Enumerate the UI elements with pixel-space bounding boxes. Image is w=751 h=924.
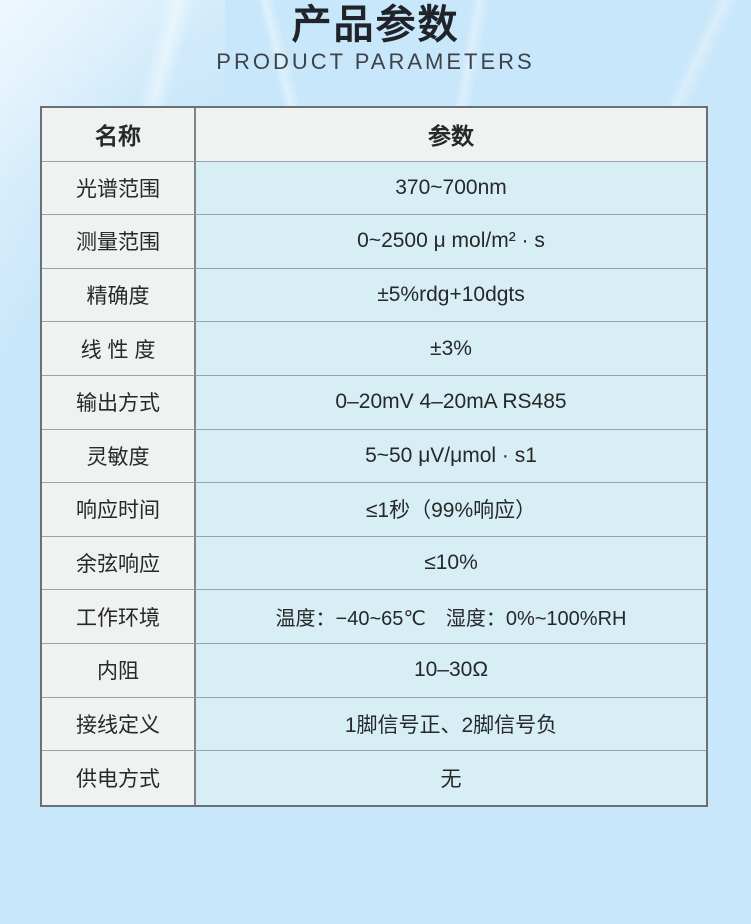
- row-label-output-mode: 输出方式: [42, 375, 196, 430]
- row-value-working-environment: 温度：−40~65℃ 湿度：0%~100%RH: [196, 590, 706, 644]
- page-header: 产品参数 PRODUCT PARAMETERS: [0, 0, 751, 74]
- column-header-name: 名称: [42, 108, 196, 162]
- row-label-linearity: 线 性 度: [42, 322, 196, 376]
- row-value-spectral-range: 370~700nm: [196, 161, 706, 216]
- row-label-power-supply: 供电方式: [42, 751, 196, 805]
- row-value-cosine-response: ≤10%: [196, 536, 706, 591]
- row-label-measurement-range: 测量范围: [42, 215, 196, 269]
- row-label-working-environment: 工作环境: [42, 590, 196, 644]
- row-value-measurement-range: 0~2500 μ mol/m² · s: [196, 215, 706, 269]
- page-subtitle: PRODUCT PARAMETERS: [216, 49, 535, 74]
- row-value-linearity: ±3%: [196, 322, 706, 376]
- column-header-value: 参数: [196, 108, 706, 162]
- row-label-cosine-response: 余弦响应: [42, 536, 196, 591]
- row-value-output-mode: 0–20mV 4–20mA RS485: [196, 375, 706, 430]
- row-label-sensitivity: 灵敏度: [42, 429, 196, 484]
- row-label-internal-resistance: 内阻: [42, 643, 196, 698]
- row-label-response-time: 响应时间: [42, 483, 196, 537]
- row-label-spectral-range: 光谱范围: [42, 161, 196, 216]
- row-value-response-time: ≤1秒（99%响应）: [196, 483, 706, 537]
- row-value-internal-resistance: 10–30Ω: [196, 643, 706, 698]
- row-value-wiring-definition: 1脚信号正、2脚信号负: [196, 697, 706, 752]
- page-title: 产品参数: [291, 3, 460, 47]
- product-parameters-table: 名称 参数 光谱范围 370~700nm 测量范围 0~2500 μ mol/m…: [40, 106, 708, 807]
- row-label-accuracy: 精确度: [42, 268, 196, 323]
- row-label-wiring-definition: 接线定义: [42, 697, 196, 752]
- row-value-accuracy: ±5%rdg+10dgts: [196, 268, 706, 323]
- row-value-power-supply: 无: [196, 751, 706, 805]
- row-value-sensitivity: 5~50 μV/μmol · s1: [196, 429, 706, 484]
